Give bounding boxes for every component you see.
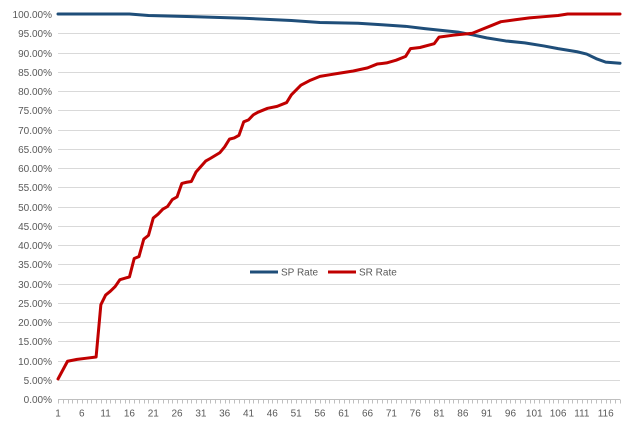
series-lines — [56, 12, 622, 381]
y-tick-label: 55.00% — [18, 183, 52, 194]
y-tick-label: 90.00% — [18, 49, 52, 60]
y-tick-label: 80.00% — [18, 87, 52, 98]
x-tick-label: 31 — [195, 409, 207, 420]
y-tick-label: 30.00% — [18, 280, 52, 291]
x-tick-label: 26 — [172, 409, 184, 420]
x-tick-label: 106 — [550, 409, 567, 420]
x-tick-label: 21 — [148, 409, 160, 420]
x-tick-label: 116 — [598, 409, 614, 420]
y-tick-label: 0.00% — [24, 395, 52, 406]
y-tick-label: 100.00% — [13, 10, 53, 21]
y-tick-label: 75.00% — [18, 106, 52, 117]
y-tick-label: 10.00% — [18, 357, 52, 368]
y-tick-label: 5.00% — [24, 376, 52, 387]
x-tick-label: 61 — [338, 409, 350, 420]
series-line-sp-rate — [56, 12, 622, 65]
y-tick-label: 15.00% — [18, 337, 52, 348]
x-tick-label: 111 — [574, 409, 590, 420]
x-tick-label: 56 — [314, 409, 326, 420]
legend: SP Rate SR Rate — [250, 268, 397, 279]
y-tick-label: 20.00% — [18, 318, 52, 329]
x-tick-label: 41 — [243, 409, 255, 420]
x-tick-label: 66 — [362, 409, 374, 420]
x-tick-label: 11 — [100, 409, 111, 420]
x-tick-label: 86 — [457, 409, 469, 420]
series-line-sr-rate — [56, 12, 622, 381]
x-tick-label: 6 — [79, 409, 85, 420]
y-tick-label: 85.00% — [18, 68, 52, 79]
x-tick-label: 16 — [124, 409, 136, 420]
y-tick-label: 60.00% — [18, 164, 52, 175]
legend-label: SP Rate — [281, 268, 318, 279]
x-tick-label: 46 — [267, 409, 279, 420]
x-tick-label: 71 — [386, 409, 398, 420]
y-tick-label: 45.00% — [18, 222, 52, 233]
gridlines — [58, 14, 620, 381]
x-tick-label: 96 — [505, 409, 517, 420]
legend-label: SR Rate — [359, 268, 397, 279]
x-tick-label: 81 — [433, 409, 445, 420]
x-tick-label: 101 — [526, 409, 543, 420]
x-tick-label: 36 — [219, 409, 231, 420]
y-tick-label: 65.00% — [18, 145, 52, 156]
x-tick-label: 51 — [291, 409, 303, 420]
x-tick-label: 76 — [410, 409, 422, 420]
y-tick-label: 50.00% — [18, 203, 52, 214]
x-tick-label: 1 — [55, 409, 61, 420]
y-tick-label: 40.00% — [18, 241, 52, 252]
y-tick-label: 95.00% — [18, 29, 52, 40]
x-tick-label: 91 — [481, 409, 493, 420]
y-tick-label: 25.00% — [18, 299, 52, 310]
axes: 0.00% 5.00% 10.00% 15.00% 20.00% 25.00% 30.00%… — [13, 10, 621, 420]
y-tick-label: 35.00% — [18, 260, 52, 271]
y-tick-label: 70.00% — [18, 126, 52, 137]
